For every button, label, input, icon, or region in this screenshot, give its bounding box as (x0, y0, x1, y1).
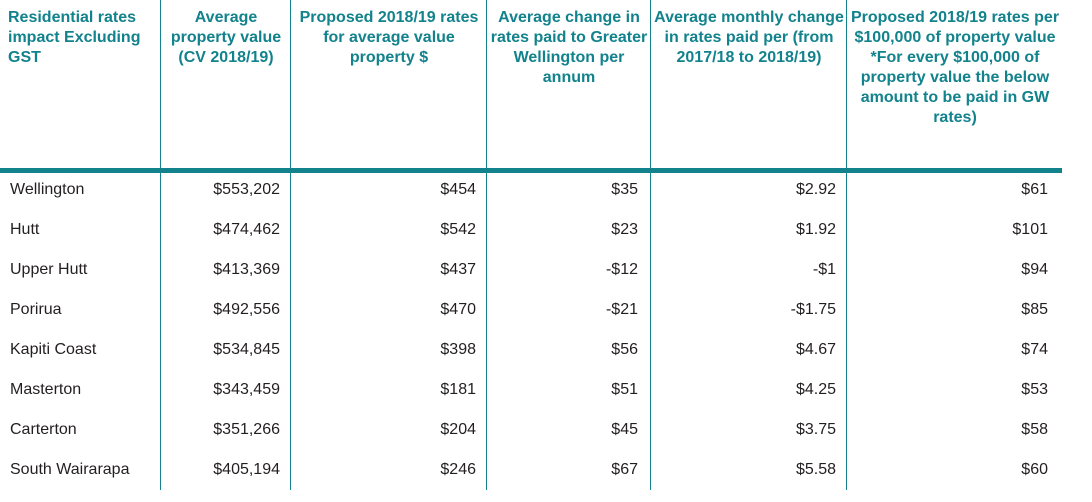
cell-proposed-rates: $437 (440, 261, 476, 278)
column-divider (290, 0, 291, 490)
cell-region: Wellington (10, 181, 85, 198)
header-average-change-annum: Average change in rates paid to Greater … (490, 9, 648, 86)
cell-proposed-rates: $542 (440, 221, 476, 238)
cell-proposed-rates: $246 (440, 461, 476, 478)
table-row: Porirua $492,556 $470 -$21 -$1.75 $85 (0, 292, 1062, 332)
cell-rates-per-100k: $85 (1021, 301, 1048, 318)
cell-annual-change: $45 (611, 421, 638, 438)
cell-proposed-rates: $470 (440, 301, 476, 318)
cell-region: Carterton (10, 421, 77, 438)
cell-annual-change: $51 (611, 381, 638, 398)
cell-monthly-change: $2.92 (795, 181, 836, 198)
cell-proposed-rates: $454 (440, 181, 476, 198)
column-divider (846, 0, 847, 490)
cell-monthly-change: $1.92 (795, 221, 836, 238)
header-rates-per-100k-note: *For every $100,000 of property value th… (860, 49, 1050, 126)
header-region: Residential rates impact Excluding GST (8, 9, 141, 66)
cell-property-value: $343,459 (213, 381, 280, 398)
cell-monthly-change: $4.25 (795, 381, 836, 398)
column-divider (160, 0, 161, 490)
cell-property-value: $413,369 (213, 261, 280, 278)
cell-proposed-rates: $181 (440, 381, 476, 398)
table-row: Carterton $351,266 $204 $45 $3.75 $58 (0, 412, 1062, 452)
cell-proposed-rates: $204 (440, 421, 476, 438)
header-rates-per-100k-label: Proposed 2018/19 rates per $100,000 of p… (850, 9, 1060, 46)
cell-rates-per-100k: $53 (1021, 381, 1048, 398)
cell-annual-change: $35 (611, 181, 638, 198)
cell-rates-per-100k: $60 (1021, 461, 1048, 478)
cell-rates-per-100k: $61 (1021, 181, 1048, 198)
table-row: Masterton $343,459 $181 $51 $4.25 $53 (0, 372, 1062, 412)
cell-region: Kapiti Coast (10, 341, 97, 358)
header-rates-per-100k: Proposed 2018/19 rates per $100,000 of p… (848, 8, 1062, 128)
cell-annual-change: $23 (611, 221, 638, 238)
table-row: Hutt $474,462 $542 $23 $1.92 $101 (0, 212, 1062, 252)
table-body: Wellington $553,202 $454 $35 $2.92 $61 H… (0, 172, 1062, 492)
table-row: Upper Hutt $413,369 $437 -$12 -$1 $94 (0, 252, 1062, 292)
header-average-property-value: Average property value (CV 2018/19) (170, 9, 282, 66)
cell-monthly-change: $3.75 (795, 421, 836, 438)
table-row: Kapiti Coast $534,845 $398 $56 $4.67 $74 (0, 332, 1062, 372)
cell-annual-change: -$21 (605, 301, 638, 318)
cell-proposed-rates: $398 (440, 341, 476, 358)
cell-monthly-change: $5.58 (795, 461, 836, 478)
cell-annual-change: $56 (611, 341, 638, 358)
cell-region: Porirua (10, 301, 62, 318)
cell-rates-per-100k: $101 (1012, 221, 1048, 238)
cell-property-value: $405,194 (213, 461, 280, 478)
cell-property-value: $492,556 (213, 301, 280, 318)
column-divider (650, 0, 651, 490)
cell-property-value: $351,266 (213, 421, 280, 438)
table-row: South Wairarapa $405,194 $246 $67 $5.58 … (0, 452, 1062, 492)
cell-annual-change: $67 (611, 461, 638, 478)
cell-monthly-change: -$1.75 (790, 301, 836, 318)
column-divider (486, 0, 487, 490)
cell-property-value: $474,462 (213, 221, 280, 238)
header-proposed-rates: Proposed 2018/19 rates for average value… (299, 9, 479, 66)
cell-region: Masterton (10, 381, 82, 398)
header-average-monthly-change: Average monthly change in rates paid per… (654, 9, 844, 66)
cell-monthly-change: $4.67 (795, 341, 836, 358)
cell-property-value: $534,845 (213, 341, 280, 358)
cell-rates-per-100k: $58 (1021, 421, 1048, 438)
cell-region: Hutt (10, 221, 40, 238)
cell-monthly-change: -$1 (812, 261, 836, 278)
table-row: Wellington $553,202 $454 $35 $2.92 $61 (0, 172, 1062, 212)
cell-annual-change: -$12 (605, 261, 638, 278)
cell-region: Upper Hutt (10, 261, 88, 278)
table-header: Residential rates impact Excluding GST A… (0, 0, 1062, 173)
cell-property-value: $553,202 (213, 181, 280, 198)
cell-rates-per-100k: $74 (1021, 341, 1048, 358)
cell-region: South Wairarapa (10, 461, 130, 478)
cell-rates-per-100k: $94 (1021, 261, 1048, 278)
